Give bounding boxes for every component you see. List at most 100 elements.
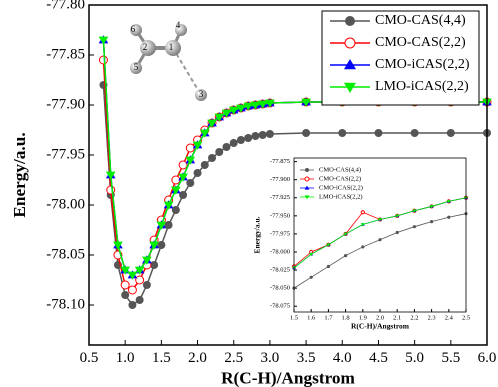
marker [106,185,116,195]
y-tick-label: -77.975 [270,230,290,237]
x-tick-label: 2.0 [188,350,207,366]
marker [302,129,311,137]
x-tick-label: 4.0 [333,350,352,366]
marker [309,252,314,257]
marker [344,254,348,258]
marker [127,271,138,280]
marker [142,256,152,265]
x-tick-label: 1.7 [324,314,333,321]
marker [343,232,348,236]
y-tick-label: -77.85 [46,46,85,62]
marker [236,136,245,144]
legend-marker [344,59,356,70]
marker [265,99,275,108]
marker [127,285,137,295]
marker [134,266,145,275]
molecule [130,24,207,101]
x-tick-label: 5.5 [441,350,460,366]
x-tick-label: 2.0 [376,314,384,321]
marker [128,301,137,309]
marker [192,141,203,150]
y-tick-label: -78.025 [270,267,290,274]
y-tick-label: -78.05 [46,246,85,262]
x-tick-label: 2.2 [410,314,418,321]
x-axis-label: R(C-H)/Angstrom [221,368,355,387]
marker [207,119,217,128]
marker [215,148,224,156]
y-tick-label: -77.90 [46,96,85,112]
y-tick-label: -78.050 [270,285,290,292]
marker [244,134,253,142]
y-tick-label: -77.875 [270,158,290,165]
y-tick-label: -78.00 [46,196,85,212]
x-tick-label: 2.4 [445,314,454,321]
marker [410,129,419,137]
marker [208,154,217,162]
marker [236,104,246,113]
marker [243,102,253,111]
marker [251,132,260,140]
x-tick-label: 3.0 [261,350,280,366]
marker [374,129,383,137]
legend-label: CMO-iCAS(2,2) [375,57,470,72]
x-tick-label: 1.9 [359,314,367,321]
marker [446,200,451,204]
marker [120,280,130,290]
x-tick-label: 6.0 [478,350,497,366]
marker [301,98,311,107]
marker [171,206,180,214]
marker [178,160,188,170]
plot-frame [88,4,488,346]
legend-label: CMO-iCAS(2,2) [319,184,363,191]
marker [361,245,365,249]
y-tick-label: -77.950 [270,212,290,219]
x-tick-label: 2.5 [224,350,243,366]
marker [193,169,202,177]
legend-marker [345,16,355,26]
marker [156,221,167,230]
x-tick-label: 1.6 [307,314,316,321]
marker [412,209,417,213]
marker [121,291,130,299]
marker [326,243,331,247]
x-tick-label: 1.0 [116,350,135,366]
x-tick-label: 3.5 [297,350,316,366]
marker [360,223,365,227]
marker [98,55,108,65]
x-tick-label: 2.5 [462,314,470,321]
marker [257,100,268,109]
inset-background [288,158,466,312]
y-tick-label: -78.10 [46,296,85,312]
marker [395,214,400,218]
marker [200,161,209,169]
legend-label: CMO-CAS(4,4) [319,166,361,173]
marker [309,275,313,279]
atom-label: 6 [131,24,136,34]
marker [179,191,188,199]
marker [221,109,232,118]
marker [250,101,261,110]
x-tick-label: 4.5 [369,350,388,366]
marker [186,179,195,187]
legend-marker [304,195,310,200]
x-tick-label: 5.0 [405,350,424,366]
atom-label: 4 [176,20,181,30]
marker [258,131,267,139]
marker [228,106,239,115]
marker [429,205,434,209]
marker [113,241,123,250]
marker [149,241,159,250]
marker [178,173,188,182]
marker [98,36,109,45]
marker [378,218,382,222]
marker [171,186,181,195]
y-tick-label: -77.900 [270,176,290,183]
marker [199,129,210,138]
legend-marker [305,168,309,172]
marker [142,281,151,289]
marker [338,129,347,137]
x-tick-label: 1.5 [290,314,298,321]
x-axis-label: R(C-H)/Angstrom [351,322,410,331]
x-tick-label: 1.5 [152,350,171,366]
